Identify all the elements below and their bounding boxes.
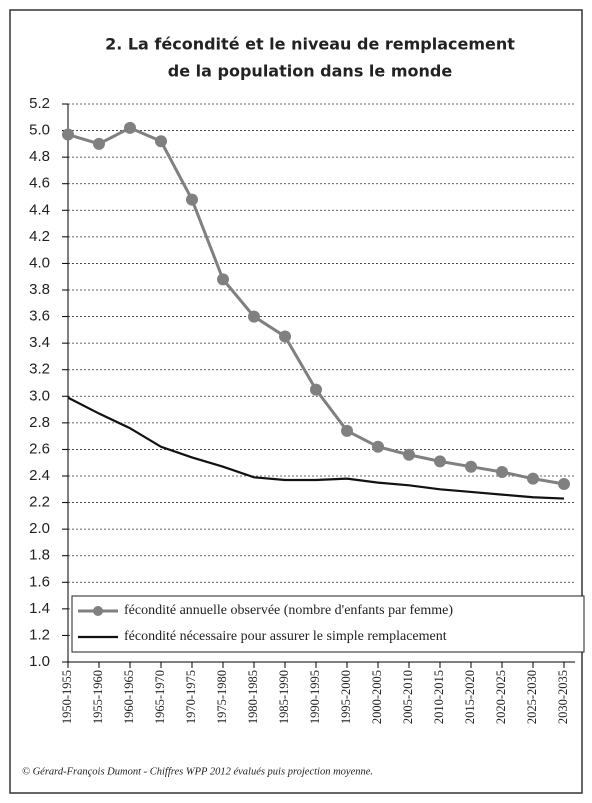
x-tick-label: 1955-1960 <box>91 670 105 724</box>
marker <box>186 193 198 206</box>
y-tick-label: 4.2 <box>29 228 50 245</box>
y-tick-label: 4.4 <box>29 201 50 218</box>
marker <box>372 440 384 453</box>
marker <box>527 472 539 485</box>
y-tick-label: 5.2 <box>29 95 50 112</box>
x-tick-label: 1975-1980 <box>215 670 229 724</box>
marker <box>310 383 322 396</box>
x-tick-label: 2000-2005 <box>370 670 384 724</box>
legend-label: fécondité nécessaire pour assurer le sim… <box>124 629 447 644</box>
x-tick-label: 1960-1965 <box>122 670 136 724</box>
x-tick-label: 2015-2020 <box>463 670 477 724</box>
y-tick-label: 1.2 <box>29 626 50 643</box>
x-tick-label: 1995-2000 <box>339 670 353 724</box>
x-tick-label: 2025-2030 <box>525 670 539 724</box>
x-tick-label: 2010-2015 <box>432 670 446 724</box>
x-tick-label: 1985-1990 <box>277 670 291 724</box>
marker <box>93 137 105 150</box>
y-tick-label: 1.0 <box>29 653 50 670</box>
marker <box>403 448 415 461</box>
y-tick-label: 4.0 <box>29 254 50 271</box>
chart-title: 2. La fécondité et le niveau de remplace… <box>105 35 515 54</box>
y-tick-label: 1.6 <box>29 573 50 590</box>
y-tick-label: 4.6 <box>29 175 50 192</box>
y-tick-label: 2.2 <box>29 494 50 511</box>
marker <box>248 310 260 323</box>
marker <box>155 135 167 148</box>
y-tick-label: 5.0 <box>29 122 50 139</box>
y-tick-label: 3.6 <box>29 308 50 325</box>
chart-subtitle: de la population dans le monde <box>168 62 453 81</box>
x-tick-label: 2005-2010 <box>401 670 415 724</box>
y-tick-label: 1.4 <box>29 600 50 617</box>
y-tick-label: 1.8 <box>29 547 50 564</box>
marker <box>62 128 74 141</box>
marker <box>434 455 446 468</box>
legend-box <box>71 595 585 653</box>
y-tick-label: 2.4 <box>29 467 50 484</box>
series-line <box>67 396 565 500</box>
x-tick-label: 1970-1975 <box>184 670 198 724</box>
y-tick-label: 3.2 <box>29 361 50 378</box>
y-tick-label: 2.6 <box>29 440 50 457</box>
marker <box>341 424 353 437</box>
y-tick-label: 3.8 <box>29 281 50 298</box>
source: © Gérard-François Dumont - Chiffres WPP … <box>22 766 373 777</box>
marker <box>217 273 229 286</box>
x-tick-label: 1950-1955 <box>60 670 74 724</box>
y-tick-label: 4.8 <box>29 148 50 165</box>
y-tick-label: 3.0 <box>29 387 50 404</box>
legend-label: fécondité annuelle observée (nombre d'en… <box>124 603 453 618</box>
marker <box>496 466 508 479</box>
y-tick-label: 2.0 <box>29 520 50 537</box>
marker <box>124 121 136 134</box>
x-tick-label: 2020-2025 <box>494 670 508 724</box>
x-tick-label: 1980-1985 <box>246 670 260 724</box>
x-tick-label: 2030-2035 <box>556 670 570 724</box>
legend-marker <box>93 606 103 616</box>
y-tick-label: 2.8 <box>29 414 50 431</box>
x-tick-label: 1965-1970 <box>153 670 167 724</box>
marker <box>558 477 570 490</box>
marker <box>465 460 477 473</box>
marker <box>279 330 291 343</box>
y-tick-label: 3.4 <box>29 334 50 351</box>
x-tick-label: 1990-1995 <box>308 670 322 724</box>
